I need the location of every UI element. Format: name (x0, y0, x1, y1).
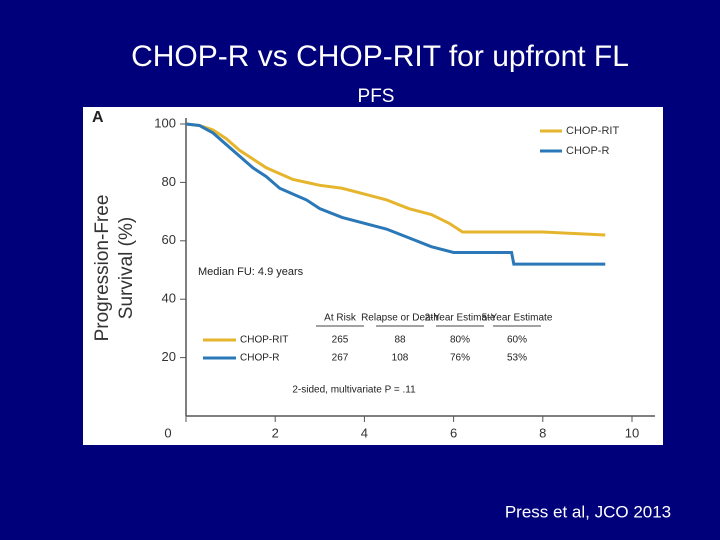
p-value-note: 2-sided, multivariate P = .11 (292, 385, 416, 396)
y-tick-label: 80 (162, 174, 176, 189)
y-tick-label: 40 (162, 291, 176, 306)
row-label: CHOP-RIT (240, 335, 288, 346)
panel-label: A (92, 109, 104, 126)
table-cell: 76% (450, 353, 470, 364)
legend-label: CHOP-RIT (566, 125, 619, 137)
citation: Press et al, JCO 2013 (505, 502, 671, 521)
plot: 20 40 60 80 100 0 2 4 6 8 10 Progression-Free Surviv… (92, 115, 655, 440)
y-axis-label: Survival (%) (116, 217, 137, 319)
slide-title: CHOP-R vs CHOP-RIT for upfront FL (131, 40, 629, 73)
x-tick-label: 10 (625, 425, 639, 440)
survival-curve (185, 122, 606, 237)
slide-subtitle: PFS (358, 86, 395, 107)
chart-panel (83, 107, 663, 445)
x-tick-label: 6 (450, 425, 457, 440)
table-cell: 88 (394, 335, 406, 346)
table-cell: 267 (332, 353, 349, 364)
y-tick-label: 60 (162, 232, 176, 247)
table-header: Relapse or Death (361, 313, 439, 324)
row-label: CHOP-R (240, 353, 279, 364)
x-tick-label: 0 (164, 425, 171, 440)
table-cell: 108 (392, 353, 409, 364)
table-cell: 60% (507, 335, 527, 346)
table-cell: 53% (507, 353, 527, 364)
table-header: At Risk (324, 313, 357, 324)
x-tick-label: 8 (539, 425, 546, 440)
x-tick-label: 4 (361, 425, 368, 440)
y-tick-label: 100 (154, 115, 176, 130)
x-tick-label: 2 (272, 425, 279, 440)
y-axis-label: Progression-Free (92, 195, 113, 342)
table-header: 5-Year Estimate (482, 313, 553, 324)
survival-curve (185, 122, 606, 266)
legend-label: CHOP-R (566, 145, 609, 157)
y-tick-label: 20 (162, 349, 176, 364)
table-cell: 265 (332, 335, 349, 346)
table-header: 2-Year Estimate (425, 313, 496, 324)
median-fu: Median FU: 4.9 years (198, 266, 304, 278)
table-cell: 80% (450, 335, 470, 346)
